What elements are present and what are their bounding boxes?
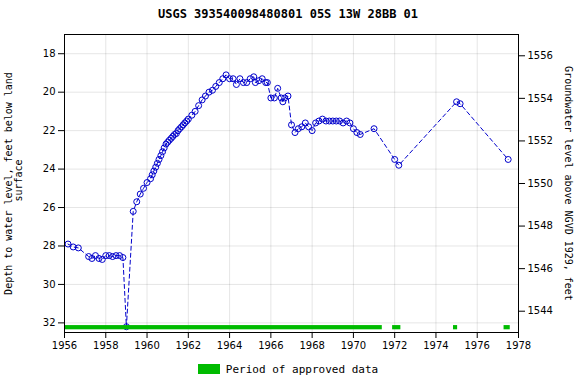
html-text:Period of approved data: Period of approved data bbox=[225, 362, 379, 376]
svg-text:1546: 1546 bbox=[528, 263, 553, 274]
svg-text:1544: 1544 bbox=[528, 305, 553, 316]
svg-text:Groundwater level above NGVD 1: Groundwater level above NGVD 1929, feet bbox=[563, 66, 574, 301]
svg-text:1966: 1966 bbox=[258, 340, 283, 351]
svg-text:1552: 1552 bbox=[528, 135, 553, 146]
svg-text:1976: 1976 bbox=[465, 340, 490, 351]
svg-text:22: 22 bbox=[43, 125, 56, 136]
svg-text:1554: 1554 bbox=[528, 93, 553, 104]
svg-text:1956: 1956 bbox=[52, 340, 77, 351]
svg-text:18: 18 bbox=[43, 48, 56, 59]
svg-text:1970: 1970 bbox=[341, 340, 366, 351]
svg-text:26: 26 bbox=[43, 202, 56, 213]
svg-text:1978: 1978 bbox=[506, 340, 531, 351]
svg-text:1960: 1960 bbox=[134, 340, 159, 351]
svg-text:Depth to water level, feet bel: Depth to water level, feet below land su… bbox=[3, 72, 24, 295]
svg-text:1962: 1962 bbox=[176, 340, 201, 351]
svg-text:1968: 1968 bbox=[299, 340, 324, 351]
svg-text:1550: 1550 bbox=[528, 178, 553, 189]
svg-text:24: 24 bbox=[43, 163, 56, 174]
html-text:USGS 393540098480801 05S 13W 2: USGS 393540098480801 05S 13W 28BB 01 bbox=[158, 7, 418, 21]
svg-text:32: 32 bbox=[43, 317, 56, 328]
svg-text:30: 30 bbox=[43, 279, 56, 290]
svg-text:1964: 1964 bbox=[217, 340, 242, 351]
svg-text:1972: 1972 bbox=[382, 340, 407, 351]
svg-text:20: 20 bbox=[43, 86, 56, 97]
svg-text:1974: 1974 bbox=[423, 340, 448, 351]
svg-text:1548: 1548 bbox=[528, 220, 553, 231]
svg-text:28: 28 bbox=[43, 240, 56, 251]
svg-text:1958: 1958 bbox=[93, 340, 118, 351]
svg-text:1556: 1556 bbox=[528, 50, 553, 61]
